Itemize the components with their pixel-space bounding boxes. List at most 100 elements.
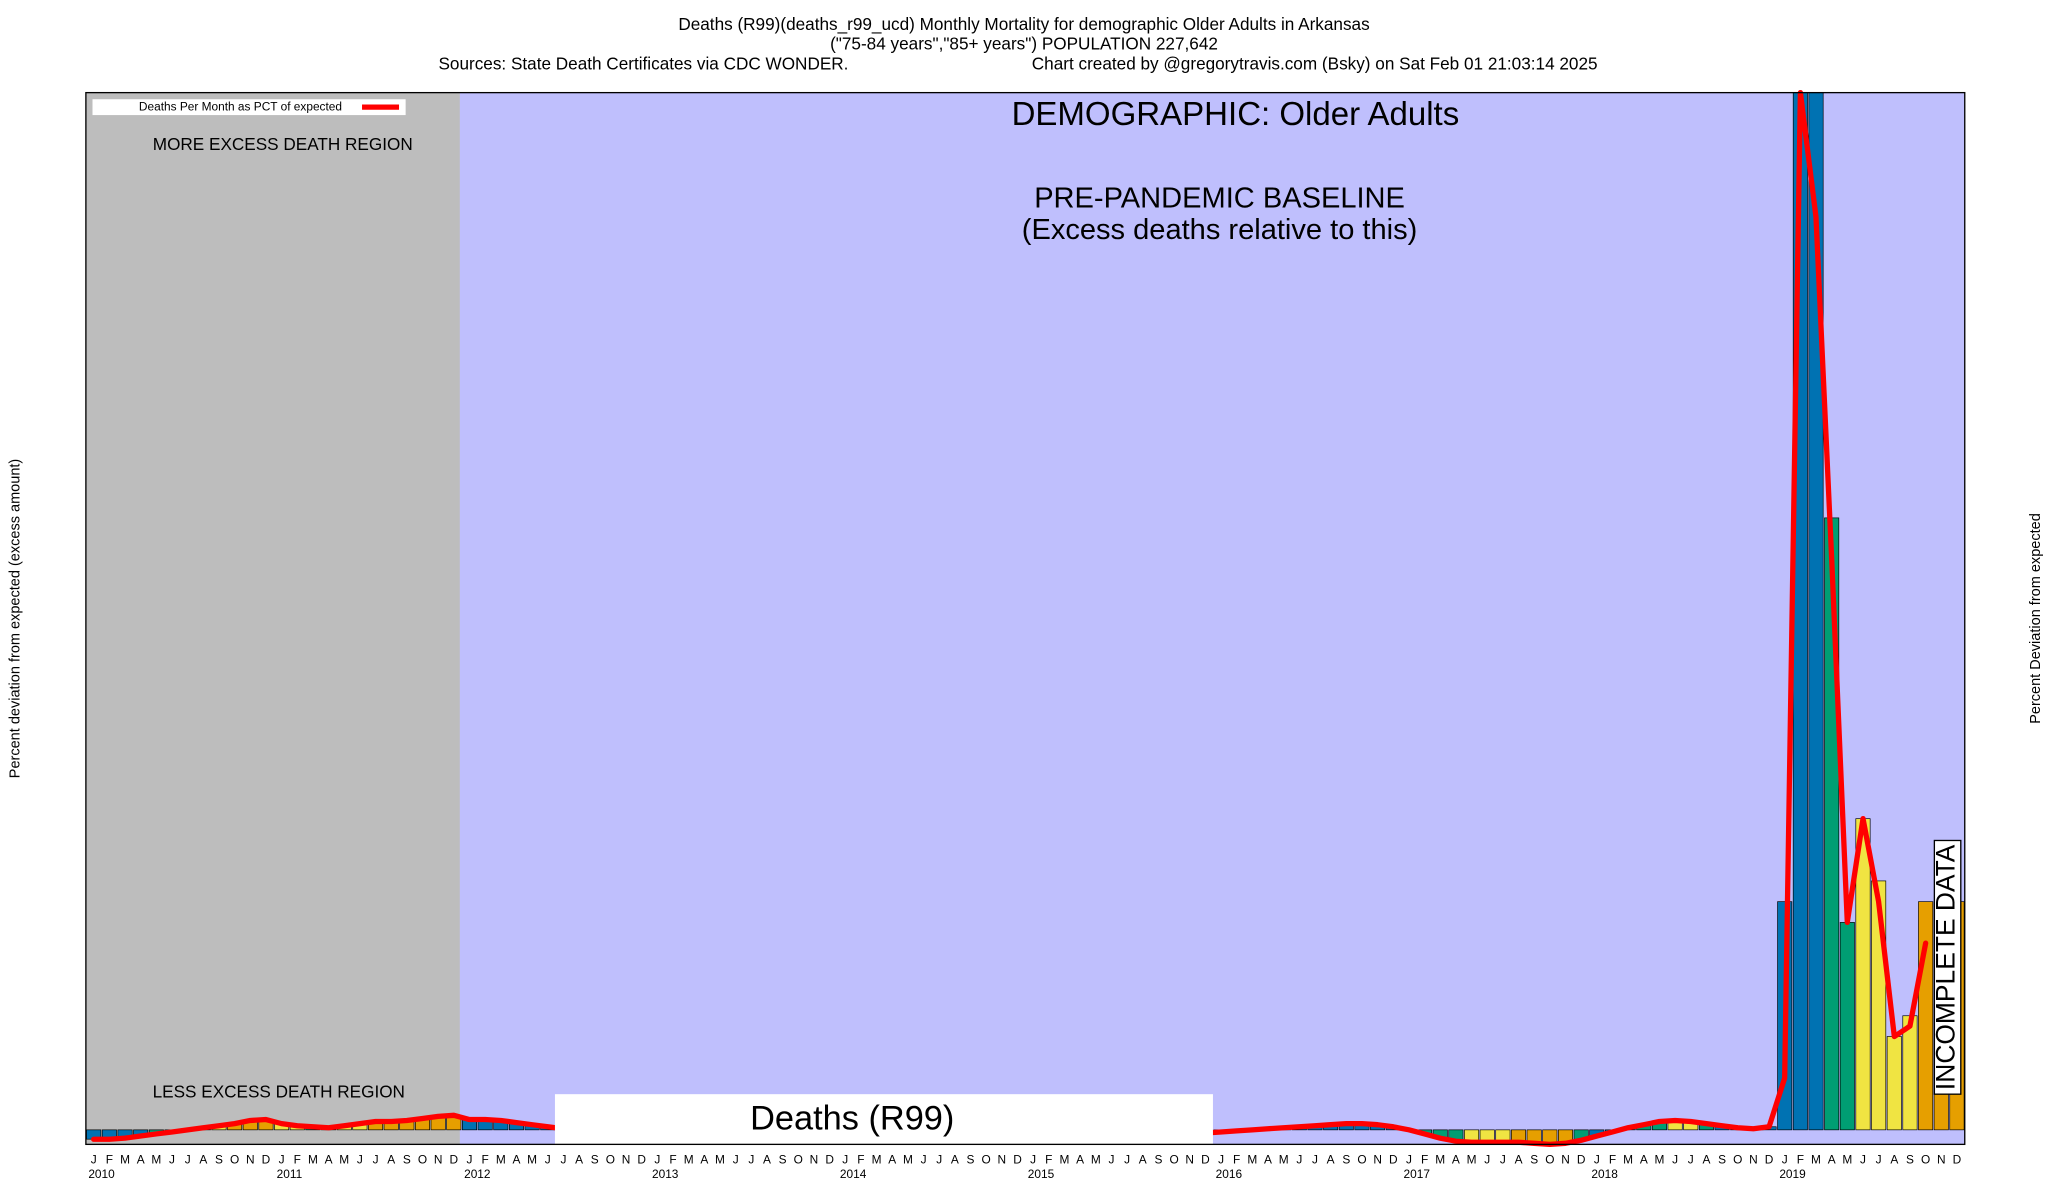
bar	[1886, 1036, 1902, 1131]
x-tick-label: S	[1530, 1152, 1538, 1166]
x-tick-label: A	[1452, 1152, 1460, 1166]
year-label: 2019	[1779, 1167, 1806, 1181]
x-tick-label: J	[1594, 1152, 1600, 1166]
x-tick-label: J	[1030, 1152, 1036, 1166]
x-tick-label: M	[308, 1152, 318, 1166]
x-tick-label: A	[951, 1152, 959, 1166]
sources: Sources: State Death Certificates via CD…	[438, 53, 848, 73]
x-tick-label: J	[936, 1152, 942, 1166]
x-tick-label: D	[262, 1152, 271, 1166]
chart-subtitle: ("75-84 years","85+ years") POPULATION 2…	[830, 34, 1218, 54]
x-tick-label: J	[1688, 1152, 1694, 1166]
x-tick-label: F	[1609, 1152, 1616, 1166]
x-tick-label: M	[715, 1152, 725, 1166]
year-label: 2015	[1028, 1167, 1055, 1181]
x-tick-label: A	[1702, 1152, 1710, 1166]
x-tick-label: M	[1623, 1152, 1633, 1166]
x-tick-label: A	[763, 1152, 771, 1166]
x-tick-label: J	[1108, 1152, 1114, 1166]
year-label: 2018	[1591, 1167, 1618, 1181]
x-tick-label: J	[185, 1152, 191, 1166]
bar	[1839, 922, 1855, 1131]
x-tick-label: J	[654, 1152, 660, 1166]
x-tick-label: F	[1797, 1152, 1804, 1166]
x-tick-label: D	[450, 1152, 459, 1166]
x-tick-label: M	[1435, 1152, 1445, 1166]
x-tick-label: A	[1327, 1152, 1335, 1166]
x-tick-label: S	[215, 1152, 223, 1166]
x-tick-label: A	[1139, 1152, 1147, 1166]
legend	[92, 99, 406, 116]
x-tick-label: J	[1296, 1152, 1302, 1166]
x-tick-label: J	[1782, 1152, 1788, 1166]
y-axis-label: Percent deviation from expected (excess …	[8, 459, 24, 778]
x-tick-label: J	[1484, 1152, 1490, 1166]
x-tick-label: O	[1357, 1152, 1366, 1166]
x-tick-label: M	[1467, 1152, 1477, 1166]
x-tick-label: M	[120, 1152, 130, 1166]
x-tick-label: J	[1312, 1152, 1318, 1166]
annotation: DEMOGRAPHIC: Older Adults	[1012, 95, 1460, 132]
x-tick-label: M	[1091, 1152, 1101, 1166]
y2-axis-label: Percent Deviation from expected	[2028, 513, 2044, 724]
x-tick-label: O	[982, 1152, 991, 1166]
x-tick-label: J	[733, 1152, 739, 1166]
x-tick-label: S	[403, 1152, 411, 1166]
chart-title: Deaths (R99)(deaths_r99_ucd) Monthly Mor…	[678, 14, 1369, 34]
x-tick-label: A	[137, 1152, 145, 1166]
label-box	[1933, 839, 1962, 1095]
x-tick-label: J	[1500, 1152, 1506, 1166]
x-tick-label: O	[794, 1152, 803, 1166]
x-tick-label: A	[1828, 1152, 1836, 1166]
x-tick-label: O	[418, 1152, 427, 1166]
x-tick-label: S	[779, 1152, 787, 1166]
x-tick-label: N	[1937, 1152, 1946, 1166]
x-tick-label: F	[857, 1152, 864, 1166]
year-label: 2013	[652, 1167, 679, 1181]
year-label: 2014	[840, 1167, 867, 1181]
x-tick-label: O	[1169, 1152, 1178, 1166]
x-tick-label: J	[467, 1152, 473, 1166]
x-tick-label: J	[1672, 1152, 1678, 1166]
year-label: 2010	[88, 1167, 115, 1181]
plot-frame	[85, 91, 1966, 1146]
x-tick-label: O	[606, 1152, 615, 1166]
annotation: (Excess deaths relative to this)	[1022, 214, 1418, 246]
x-tick-label: F	[669, 1152, 676, 1166]
x-tick-label: M	[1060, 1152, 1070, 1166]
x-tick-label: O	[1545, 1152, 1554, 1166]
x-tick-label: F	[1233, 1152, 1240, 1166]
x-tick-label: J	[279, 1152, 285, 1166]
x-tick-label: M	[496, 1152, 506, 1166]
x-tick-label: S	[1906, 1152, 1914, 1166]
x-tick-label: J	[91, 1152, 97, 1166]
year-label: 2011	[277, 1167, 303, 1181]
label-box	[554, 1094, 1213, 1145]
annotation: PRE-PANDEMIC BASELINE	[1034, 182, 1405, 214]
x-tick-label: F	[294, 1152, 301, 1166]
x-tick-label: J	[560, 1152, 566, 1166]
x-tick-label: N	[1185, 1152, 1194, 1166]
x-tick-label: F	[1421, 1152, 1428, 1166]
x-tick-label: A	[387, 1152, 395, 1166]
year-label: 2012	[464, 1167, 490, 1181]
x-tick-label: M	[527, 1152, 537, 1166]
x-tick-label: A	[1515, 1152, 1523, 1166]
x-tick-label: O	[1733, 1152, 1742, 1166]
legend-label: Deaths Per Month as PCT of expected	[139, 99, 342, 113]
x-tick-label: M	[1654, 1152, 1664, 1166]
x-tick-label: D	[825, 1152, 834, 1166]
x-tick-label: M	[1842, 1152, 1852, 1166]
x-tick-label: N	[810, 1152, 819, 1166]
annotation: LESS EXCESS DEATH REGION	[153, 1081, 405, 1101]
x-tick-label: N	[622, 1152, 631, 1166]
x-tick-label: J	[842, 1152, 848, 1166]
x-tick-label: O	[230, 1152, 239, 1166]
x-tick-label: J	[1124, 1152, 1130, 1166]
x-tick-label: J	[1406, 1152, 1412, 1166]
bar	[1902, 1015, 1918, 1131]
x-tick-label: J	[357, 1152, 363, 1166]
x-tick-label: S	[1718, 1152, 1726, 1166]
